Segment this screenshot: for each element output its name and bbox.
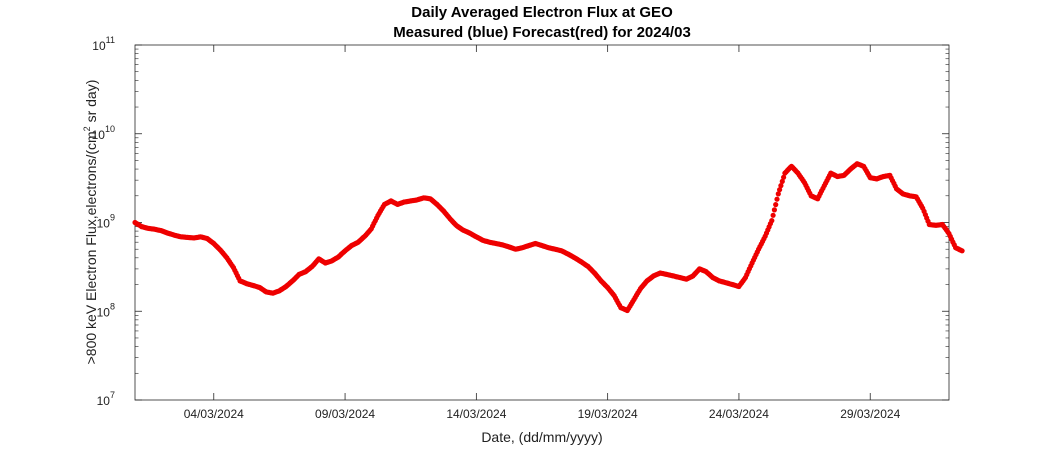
y-axis-label-main: >800 keV Electron Flux,electrons/(cm <box>83 131 99 364</box>
data-point <box>959 248 965 254</box>
chart-title: Daily Averaged Electron Flux at GEO <box>411 4 673 21</box>
y-tick-base: 10 <box>97 394 111 408</box>
x-tick-label: 19/03/2024 <box>578 407 638 421</box>
data-point <box>778 183 784 189</box>
y-axis-label: >800 keV Electron Flux,electrons/(cm2 sr… <box>82 80 99 365</box>
y-tick-base: 10 <box>97 217 111 231</box>
x-axis-label: Date, (dd/mm/yyyy) <box>481 429 602 445</box>
y-tick-label: 108 <box>97 301 115 319</box>
y-tick-label: 1011 <box>92 35 115 53</box>
data-point <box>774 196 780 202</box>
y-tick-base: 10 <box>97 305 111 319</box>
y-tick-exp: 7 <box>110 390 115 400</box>
x-tick-label: 09/03/2024 <box>315 407 375 421</box>
plot-area <box>134 44 950 401</box>
y-tick-base: 10 <box>92 128 106 142</box>
x-tick-label: 29/03/2024 <box>840 407 900 421</box>
data-point <box>781 174 787 180</box>
x-tick-label: 14/03/2024 <box>446 407 506 421</box>
x-tick-label: 24/03/2024 <box>709 407 769 421</box>
y-tick-exp: 10 <box>105 124 115 134</box>
chart-subtitle: Measured (blue) Forecast(red) for 2024/0… <box>393 24 691 41</box>
data-point <box>775 191 781 197</box>
x-axis: 04/03/2024 09/03/2024 14/03/2024 19/03/2024… <box>184 45 901 421</box>
y-tick-exp: 11 <box>106 35 115 45</box>
data-series <box>132 161 965 314</box>
y-tick-label: 107 <box>97 390 115 408</box>
x-tick-label: 04/03/2024 <box>184 407 244 421</box>
y-tick-label: 1010 <box>92 124 115 142</box>
y-tick-label: 109 <box>97 213 115 231</box>
y-tick-exp: 9 <box>110 213 115 223</box>
data-point <box>770 212 776 218</box>
y-axis-label-sup: 2 <box>82 126 92 131</box>
y-axis-label-tail: sr day) <box>83 80 99 127</box>
y-tick-base: 10 <box>92 39 106 53</box>
y-tick-exp: 8 <box>110 301 115 311</box>
data-point <box>771 207 778 213</box>
data-point <box>769 218 775 224</box>
data-point <box>773 202 779 208</box>
data-point <box>777 187 783 193</box>
data-point <box>779 178 785 184</box>
